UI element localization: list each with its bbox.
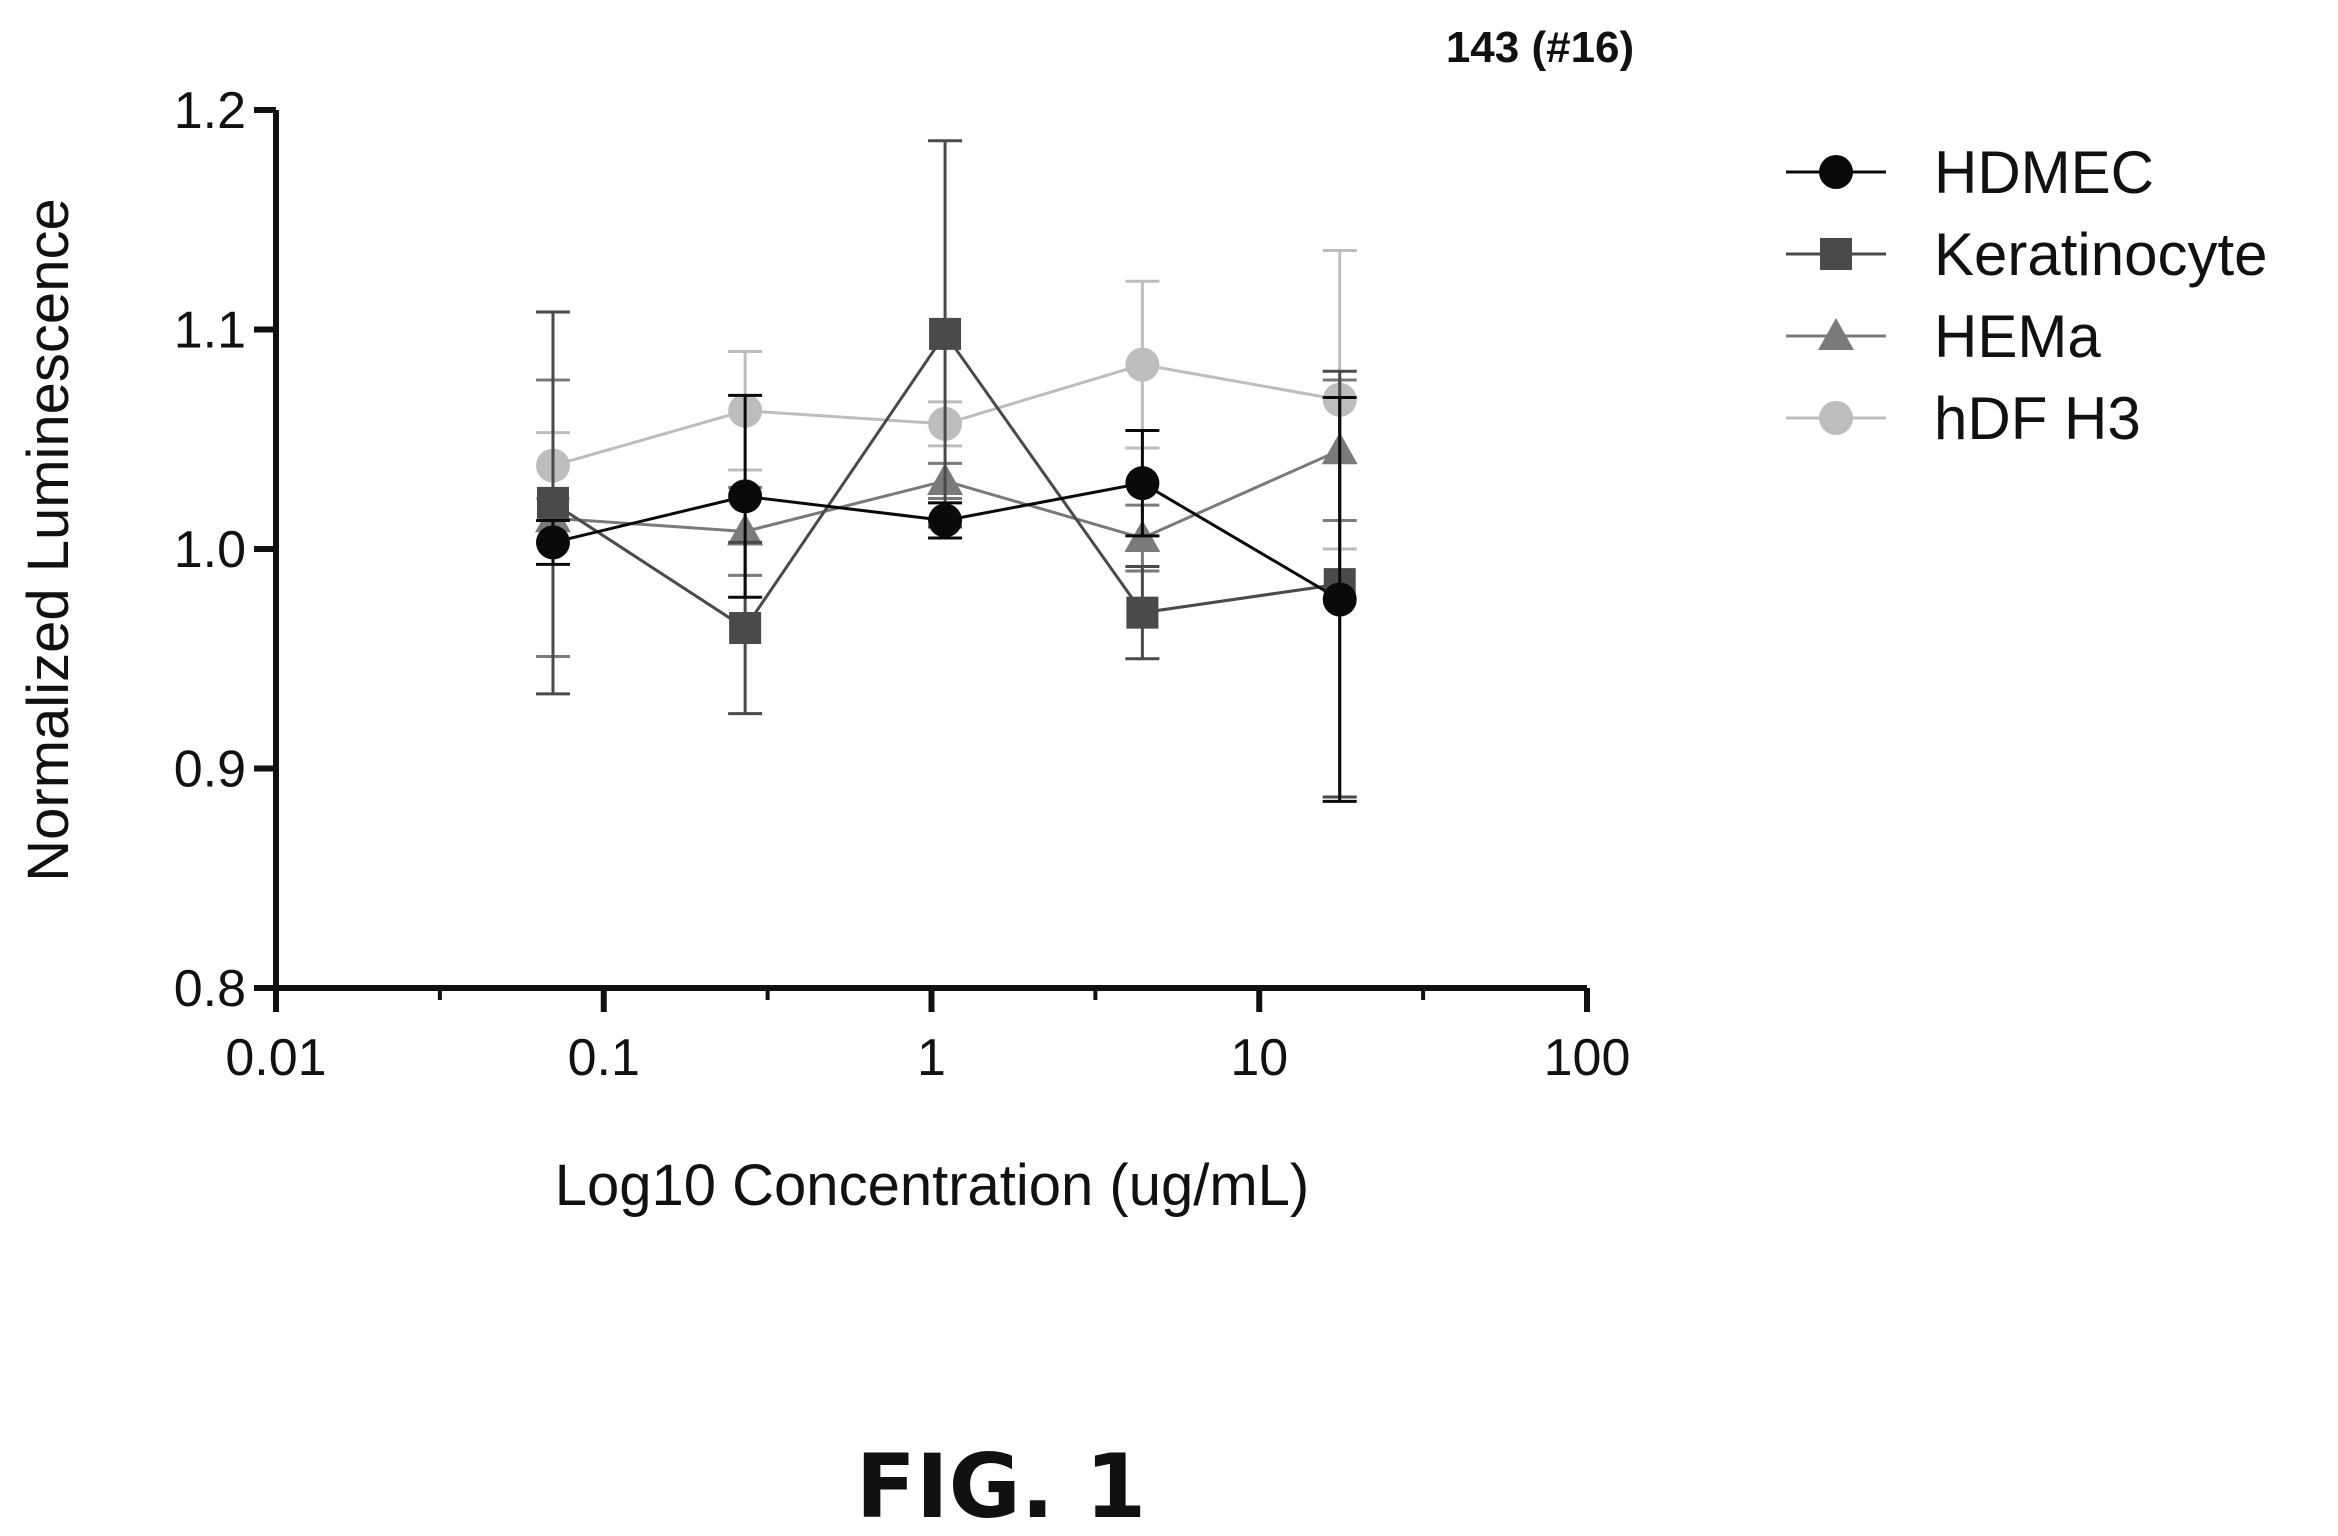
y-tick-label: 1.2 xyxy=(174,82,246,140)
plot-area xyxy=(534,139,1358,803)
data-point xyxy=(1125,466,1160,501)
legend-marker xyxy=(1818,318,1854,350)
x-tick-label: 0.1 xyxy=(568,1029,640,1087)
data-point xyxy=(1125,347,1160,382)
data-point xyxy=(535,525,570,560)
y-tick-label: 1.1 xyxy=(174,302,246,360)
series-hdmec xyxy=(535,393,1357,803)
data-point xyxy=(929,317,962,350)
chart-title: 143 (#16) xyxy=(1446,23,1634,72)
axes xyxy=(273,110,1587,991)
x-tick-label: 100 xyxy=(1544,1029,1631,1087)
legend-marker xyxy=(1819,401,1853,435)
legend-label: HEMa xyxy=(1934,303,2101,370)
data-point xyxy=(729,612,762,645)
series-keratinocyte xyxy=(535,139,1357,799)
y-tick-label: 1.0 xyxy=(174,521,246,579)
x-ticks: 0.01 0.1 1 10 100 xyxy=(225,988,1630,1087)
legend: HDMEC Keratinocyte HEMa hDF H3 xyxy=(1786,139,2268,452)
data-point xyxy=(928,503,963,538)
x-tick-label: 0.01 xyxy=(225,1029,326,1087)
x-tick-label: 1 xyxy=(917,1029,946,1087)
data-point xyxy=(1322,582,1357,617)
y-axis-title: Normalized Luminescence xyxy=(16,198,81,881)
x-axis-title: Log10 Concentration (ug/mL) xyxy=(555,1153,1309,1218)
legend-label: HDMEC xyxy=(1934,139,2154,206)
legend-item: HEMa xyxy=(1786,303,2101,370)
legend-item: HDMEC xyxy=(1786,139,2154,206)
y-tick-label: 0.9 xyxy=(174,741,246,799)
x-tick-label: 10 xyxy=(1230,1029,1288,1087)
figure-label: FIG. 1 xyxy=(856,1435,1146,1536)
legend-item: Keratinocyte xyxy=(1786,221,2268,288)
legend-marker xyxy=(1820,238,1852,270)
legend-label: hDF H3 xyxy=(1934,385,2141,452)
data-point xyxy=(728,479,763,514)
legend-label: Keratinocyte xyxy=(1934,221,2268,288)
legend-marker xyxy=(1819,155,1853,189)
data-point xyxy=(1126,596,1159,629)
y-tick-label: 0.8 xyxy=(174,960,246,1018)
data-point xyxy=(536,486,569,519)
y-ticks: 0.8 0.9 1.0 1.1 1.2 xyxy=(174,82,276,1018)
legend-item: hDF H3 xyxy=(1786,385,2141,452)
